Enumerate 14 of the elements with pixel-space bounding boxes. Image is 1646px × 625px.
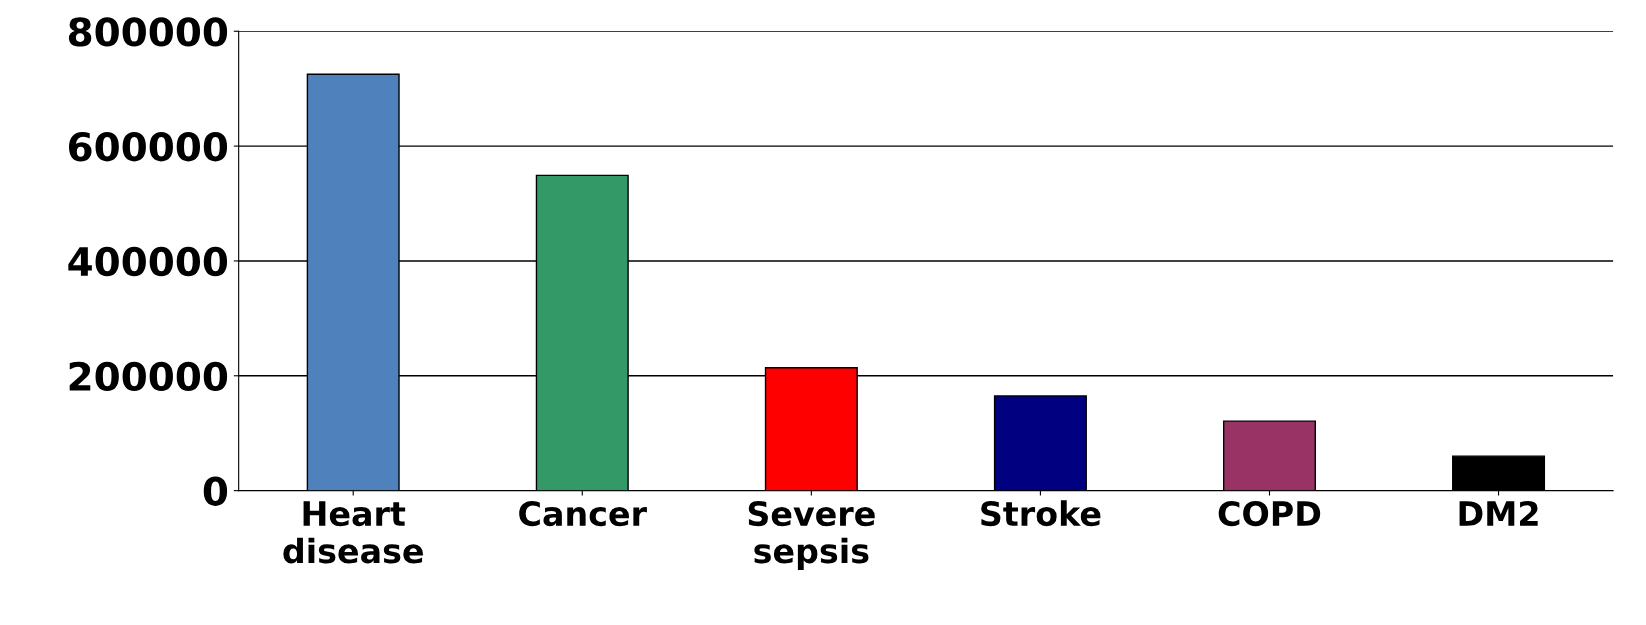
y-tick-label: 600000 [69,132,228,162]
x-tick-label: DM2 [1459,500,1538,526]
bar [1222,420,1316,491]
x-tick-label: Heart disease [283,501,423,564]
x-tick-label: Stroke [981,500,1101,527]
x-tick-label: COPD [1218,500,1321,527]
bar [1452,455,1546,491]
bar [993,395,1087,491]
x-tick-label: Cancer [519,500,647,527]
y-tick-label: 400000 [68,246,228,277]
y-tick-label: 0 [203,476,228,506]
y-tick-label: 800000 [68,17,228,47]
y-tick-label: 200000 [69,361,228,392]
x-tick-label: Severe sepsis [748,500,875,570]
